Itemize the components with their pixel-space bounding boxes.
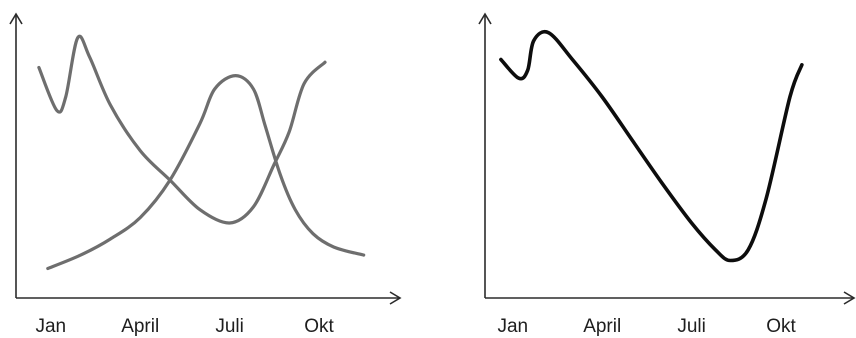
chart-right: Jan April Juli Okt [478,12,856,337]
x-tick-label: Okt [766,316,796,337]
x-tick-label: Okt [304,316,334,337]
y-axis-arrow [9,12,23,25]
series-line-2 [46,74,366,271]
x-tick-label: April [583,316,621,337]
series-line-1 [37,34,327,225]
x-axis-arrow [843,291,856,305]
x-tick-label: Jan [35,316,66,337]
x-tick-label: April [121,316,159,337]
x-axis-arrow [389,291,402,305]
y-axis-arrow [478,12,492,25]
chart-left: Jan April Juli Okt [9,12,402,337]
x-tick-label: Juli [215,316,244,337]
series-line-1 [499,29,804,263]
x-tick-label: Jan [497,316,528,337]
x-tick-label: Juli [677,316,706,337]
